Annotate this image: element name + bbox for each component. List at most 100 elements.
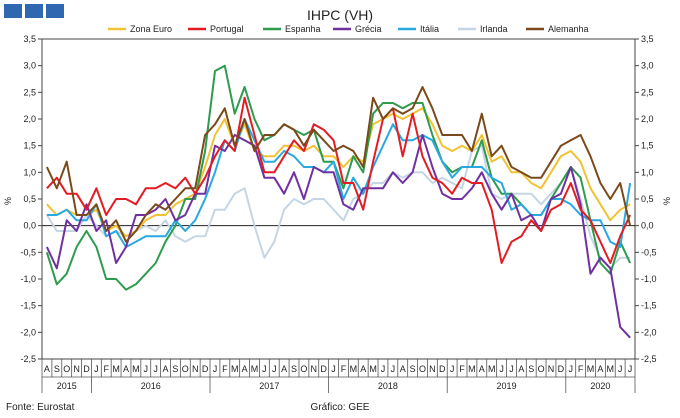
y-tick-label: -0,5 <box>641 247 657 257</box>
y-tick-label: 2,0 <box>641 114 654 124</box>
x-tick-label: J <box>381 364 386 374</box>
legend-label: Itália <box>420 24 439 34</box>
x-tick-label: M <box>251 364 259 374</box>
x-tick-label: O <box>538 364 545 374</box>
x-tick-label: A <box>123 364 129 374</box>
x-tick-label: M <box>587 364 595 374</box>
series-line <box>46 144 631 270</box>
x-tick-label: N <box>548 364 555 374</box>
x-tick-label: J <box>450 364 455 374</box>
x-tick-label: M <box>468 364 476 374</box>
x-tick-label: S <box>172 364 178 374</box>
year-label: 2016 <box>141 381 161 391</box>
x-tick-label: S <box>54 364 60 374</box>
x-tick-label: A <box>518 364 524 374</box>
series-line <box>45 86 632 243</box>
y-tick-label: 0,0 <box>23 221 36 231</box>
y-tick-label: 3,5 <box>23 34 36 44</box>
x-tick-label: J <box>618 364 623 374</box>
year-label: 2020 <box>590 381 610 391</box>
x-tick-label: A <box>242 364 248 374</box>
y-tick-label: -2,0 <box>20 327 36 337</box>
x-tick-label: D <box>558 364 565 374</box>
x-tick-label: J <box>153 364 158 374</box>
x-tick-label: M <box>132 364 140 374</box>
y-tick-label: -2,5 <box>20 354 36 364</box>
y-tick-label: 1,5 <box>641 141 654 151</box>
legend-label: Irlanda <box>480 24 508 34</box>
x-tick-label: N <box>311 364 318 374</box>
x-tick-label: A <box>400 364 406 374</box>
x-tick-label: A <box>597 364 603 374</box>
y-tick-label: 3,0 <box>641 61 654 71</box>
year-label: 2019 <box>497 381 517 391</box>
y-tick-label: -1,5 <box>20 301 36 311</box>
x-tick-label: D <box>439 364 446 374</box>
x-tick-label: O <box>63 364 70 374</box>
y-tick-label: -1,5 <box>641 301 657 311</box>
series-line <box>46 118 632 248</box>
series-line <box>45 134 631 339</box>
x-tick-label: S <box>291 364 297 374</box>
x-tick-label: J <box>94 364 99 374</box>
y-axis-label-right: % <box>662 197 672 205</box>
logo-block <box>46 4 64 18</box>
x-tick-label: A <box>360 364 366 374</box>
x-tick-label: M <box>369 364 377 374</box>
legend-label: Grécia <box>355 24 382 34</box>
x-tick-label: J <box>569 364 574 374</box>
x-tick-label: J <box>499 364 504 374</box>
y-tick-label: 1,0 <box>23 167 36 177</box>
x-tick-label: S <box>528 364 534 374</box>
x-tick-label: J <box>509 364 514 374</box>
x-tick-label: S <box>410 364 416 374</box>
legend-label: Zona Euro <box>130 24 172 34</box>
x-tick-label: F <box>578 364 584 374</box>
x-tick-label: D <box>320 364 327 374</box>
year-label: 2018 <box>378 381 398 391</box>
y-tick-label: 3,5 <box>641 34 654 44</box>
y-tick-label: -1,0 <box>641 274 657 284</box>
logo-block <box>4 4 22 18</box>
x-tick-label: M <box>488 364 496 374</box>
y-tick-label: 0,5 <box>641 194 654 204</box>
chart-title: IHPC (VH) <box>306 7 374 23</box>
logo-block <box>25 4 43 18</box>
y-tick-label: -2,5 <box>641 354 657 364</box>
source-note: Fonte: Eurostat <box>6 402 75 413</box>
y-tick-label: 2,0 <box>23 114 36 124</box>
legend-label: Portugal <box>210 24 244 34</box>
y-tick-label: 2,5 <box>641 87 654 97</box>
y-tick-label: 0,5 <box>23 194 36 204</box>
y-tick-label: -0,5 <box>20 247 36 257</box>
x-tick-label: J <box>391 364 396 374</box>
x-tick-label: M <box>231 364 239 374</box>
x-tick-label: F <box>103 364 109 374</box>
x-tick-label: F <box>222 364 228 374</box>
x-tick-label: J <box>262 364 267 374</box>
y-tick-label: -1,0 <box>20 274 36 284</box>
x-tick-label: J <box>213 364 218 374</box>
x-tick-label: M <box>112 364 120 374</box>
y-tick-label: 2,5 <box>23 87 36 97</box>
x-tick-label: F <box>341 364 347 374</box>
y-tick-label: 0,0 <box>641 221 654 231</box>
x-tick-label: J <box>628 364 633 374</box>
x-tick-label: N <box>429 364 436 374</box>
series-line <box>46 96 632 264</box>
x-tick-label: J <box>144 364 149 374</box>
x-tick-label: O <box>182 364 189 374</box>
y-tick-label: 3,0 <box>23 61 36 71</box>
x-tick-label: A <box>281 364 287 374</box>
year-label: 2017 <box>259 381 279 391</box>
x-tick-label: D <box>202 364 209 374</box>
x-tick-label: A <box>479 364 485 374</box>
x-tick-label: O <box>300 364 307 374</box>
x-tick-label: J <box>272 364 277 374</box>
x-tick-label: N <box>73 364 80 374</box>
x-tick-label: A <box>44 364 50 374</box>
x-tick-label: A <box>163 364 169 374</box>
graphic-credit: Gráfico: GEE <box>310 402 370 413</box>
x-tick-label: F <box>459 364 465 374</box>
